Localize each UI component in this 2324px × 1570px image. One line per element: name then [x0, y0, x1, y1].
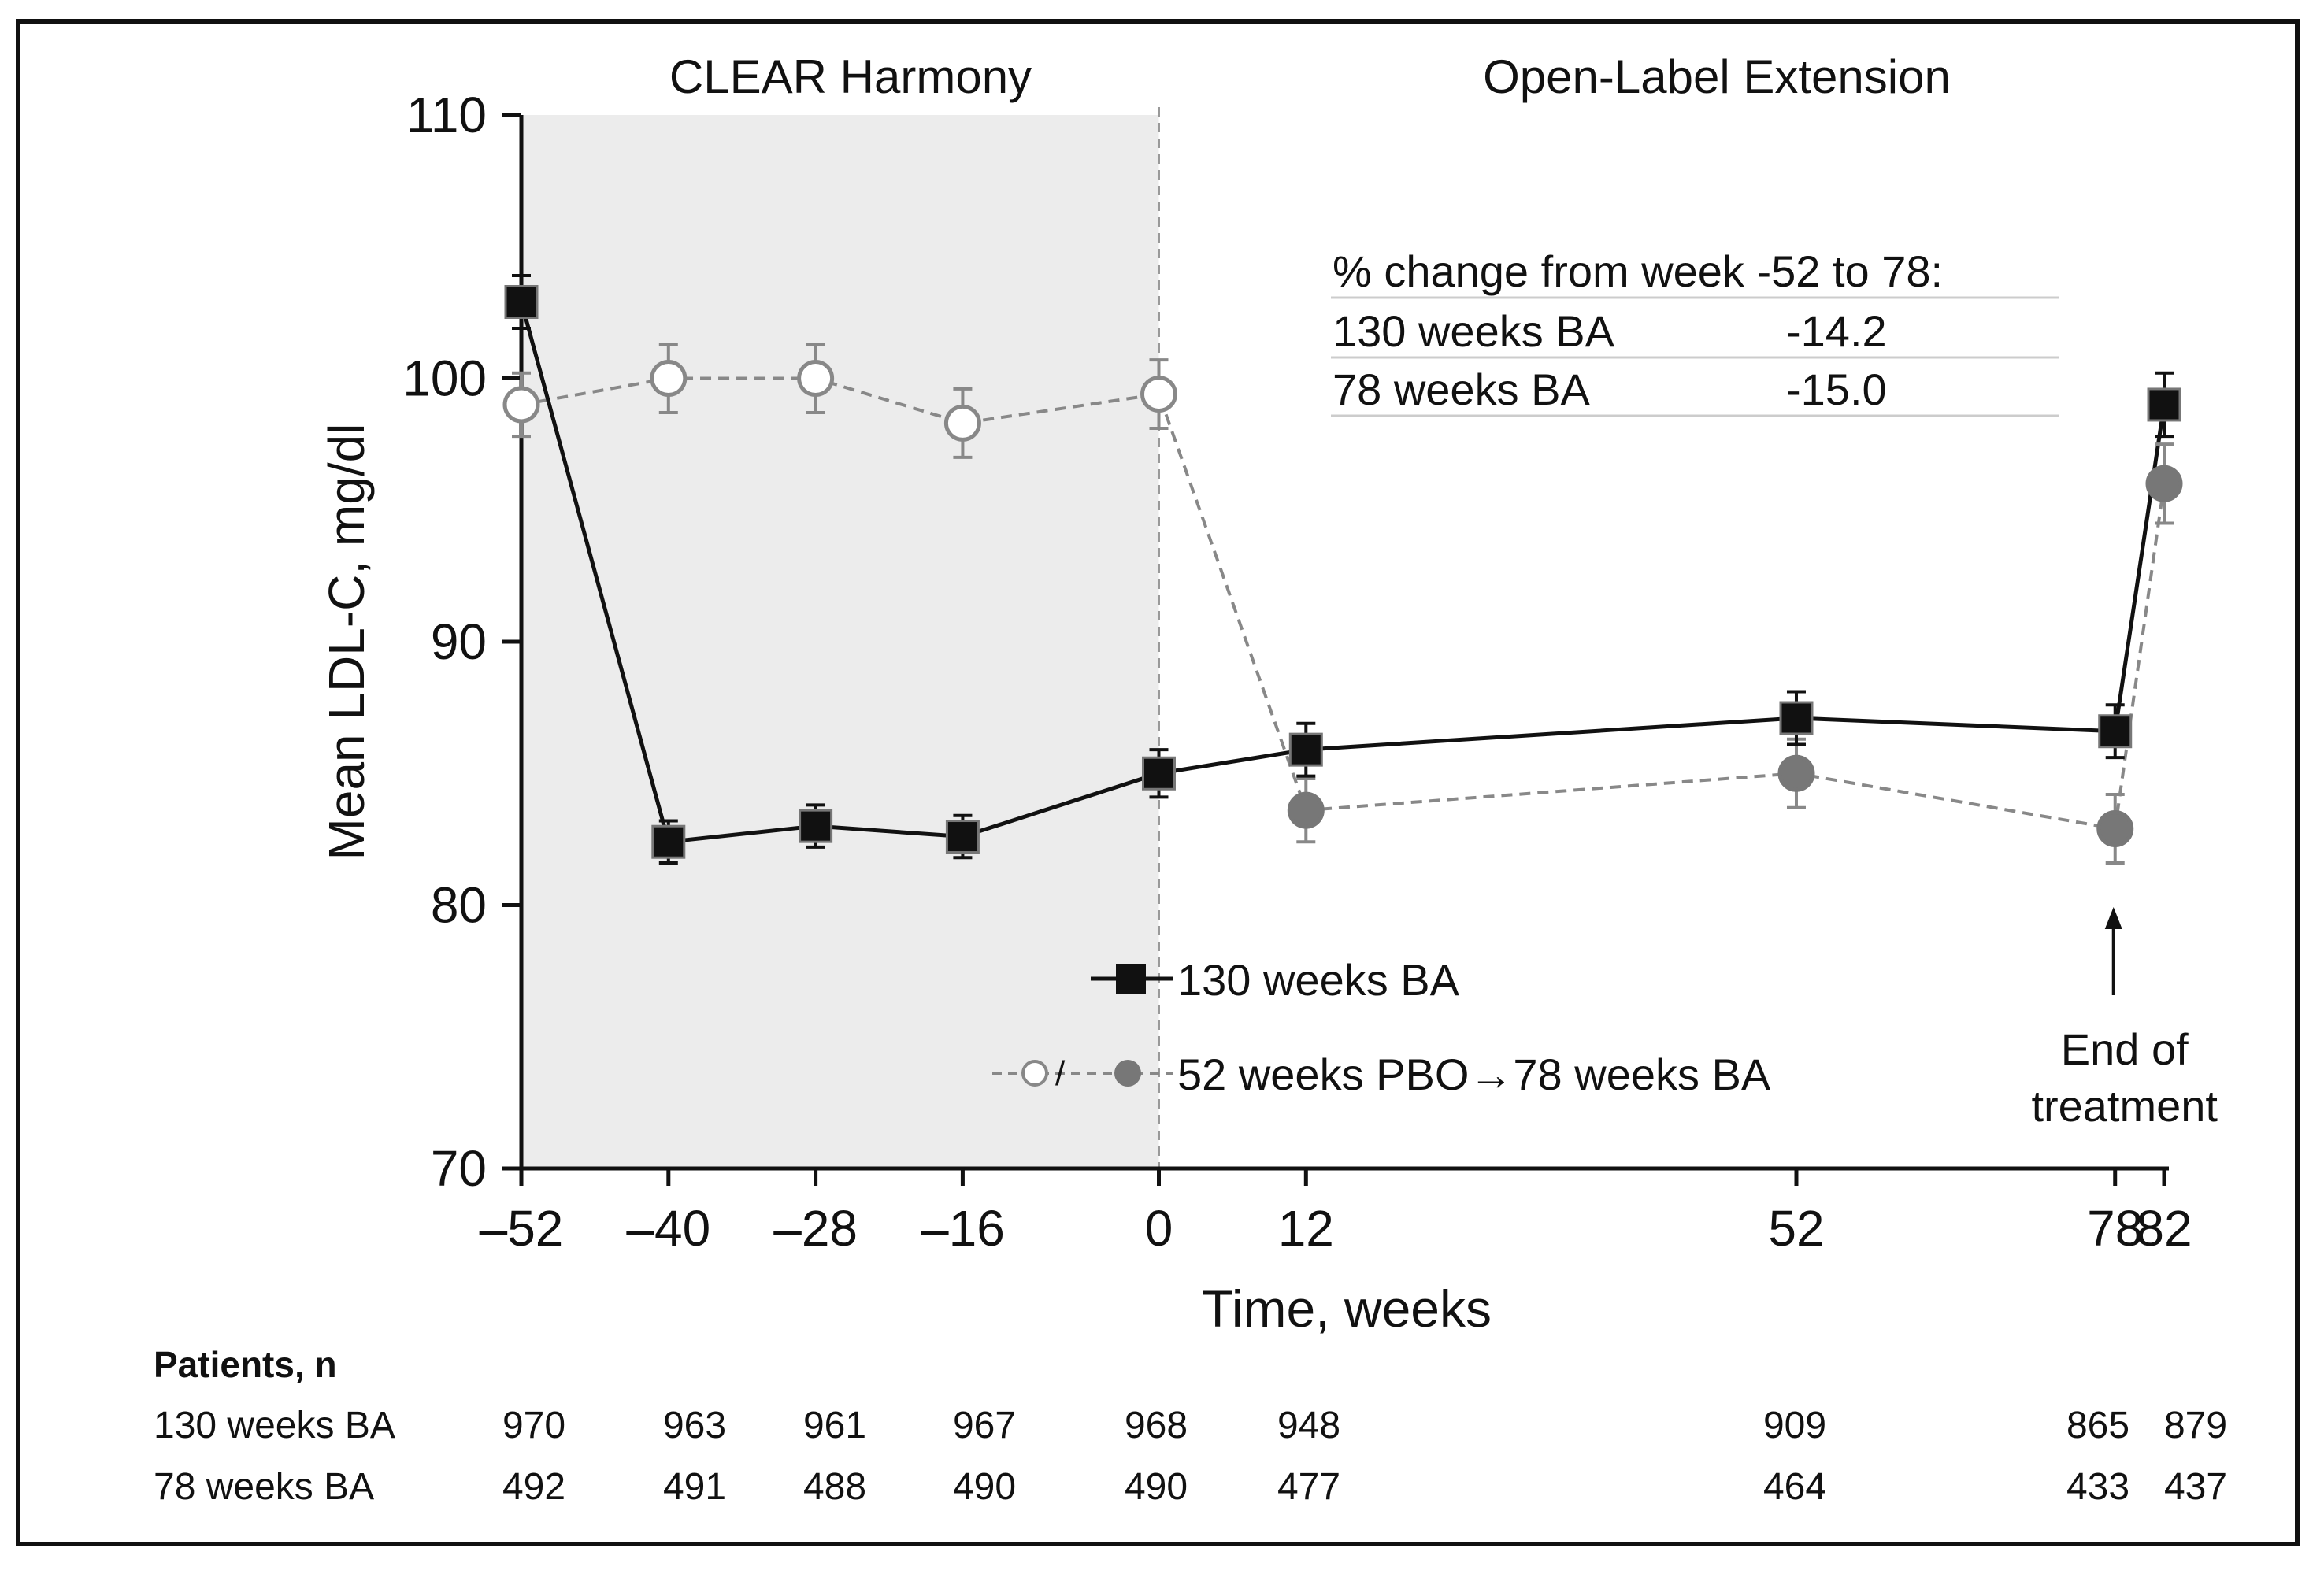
y-tick-label: 110	[406, 87, 487, 143]
inset-row-label: 130 weeks BA	[1333, 306, 1615, 356]
patients-count: 477	[1277, 1466, 1340, 1508]
inset-title: % change from week -52 to 78:	[1333, 246, 1943, 296]
patients-count: 948	[1277, 1405, 1340, 1446]
data-point-130-ba	[945, 820, 980, 854]
x-tick-label: –40	[626, 1200, 710, 1257]
patients-count: 970	[502, 1405, 565, 1446]
annotation-text-line2: treatment	[2031, 1081, 2218, 1131]
data-point-pbo-open	[650, 360, 688, 397]
annotation-text-line1: End of	[2061, 1024, 2189, 1074]
data-point-pbo-open	[797, 360, 835, 397]
data-point-130-ba	[651, 824, 686, 859]
legend-slash: /	[1055, 1054, 1066, 1093]
x-tick-label: –52	[480, 1200, 564, 1257]
data-point-ba-filled	[1287, 791, 1325, 829]
patients-count: 491	[663, 1466, 726, 1508]
patients-count: 492	[502, 1466, 565, 1508]
period-label: CLEAR Harmony	[669, 50, 1032, 103]
data-point-130-ba	[1141, 756, 1176, 791]
patients-count: 490	[1125, 1466, 1188, 1508]
y-axis-title: Mean LDL-C, mg/dl	[318, 424, 375, 861]
patients-count: 963	[663, 1405, 726, 1446]
data-point-130-ba	[1288, 732, 1323, 767]
legend-marker-pbo-open	[1021, 1060, 1048, 1087]
legend-marker-ba-filled	[1114, 1060, 1141, 1087]
y-tick-label: 100	[402, 350, 487, 407]
x-tick-label: 12	[1278, 1200, 1334, 1257]
period-label: Open-Label Extension	[1483, 50, 1951, 103]
x-axis-title: Time, weeks	[1202, 1279, 1492, 1338]
patients-count: 490	[953, 1466, 1016, 1508]
data-point-130-ba	[2098, 714, 2133, 749]
legend-label-130-ba: 130 weeks BA	[1177, 955, 1460, 1005]
data-point-130-ba	[504, 284, 539, 319]
data-point-ba-filled	[2096, 809, 2134, 847]
y-tick-label: 90	[431, 613, 487, 670]
patients-count: 961	[803, 1405, 866, 1446]
patients-count: 879	[2164, 1405, 2227, 1446]
legend-marker-130-ba	[1116, 964, 1146, 994]
inset-row-value: -14.2	[1786, 306, 1887, 356]
x-tick-label: 82	[2136, 1200, 2192, 1257]
patients-title: Patients, n	[154, 1344, 337, 1385]
legend-label-pbo-ba: 52 weeks PBO→78 weeks BA	[1177, 1050, 1771, 1099]
x-tick-label: 78	[2087, 1200, 2143, 1257]
patients-row-label: 78 weeks BA	[154, 1466, 374, 1508]
y-tick-label: 80	[431, 877, 487, 934]
patients-row-label: 130 weeks BA	[154, 1405, 395, 1446]
patients-count: 433	[2066, 1466, 2129, 1508]
data-point-pbo-open	[1140, 376, 1177, 413]
patients-count: 488	[803, 1466, 866, 1508]
patients-count: 865	[2066, 1405, 2129, 1446]
data-point-130-ba	[2147, 387, 2181, 422]
figure-frame	[16, 19, 2300, 1546]
data-point-ba-filled	[1777, 754, 1815, 792]
period-shade	[521, 115, 1159, 1168]
patients-count: 909	[1763, 1405, 1826, 1446]
series-line-pbo-ba	[521, 376, 2166, 831]
x-tick-label: 0	[1145, 1200, 1173, 1257]
data-point-130-ba	[1779, 701, 1814, 735]
data-point-130-ba	[799, 809, 833, 843]
patients-count: 437	[2164, 1466, 2227, 1508]
annotation-arrowhead	[2104, 907, 2122, 929]
patients-count: 968	[1125, 1405, 1188, 1446]
inset-row-value: -15.0	[1786, 365, 1887, 414]
data-point-pbo-open	[502, 386, 540, 424]
x-tick-label: 52	[1768, 1200, 1824, 1257]
patients-count: 967	[953, 1405, 1016, 1446]
data-point-pbo-open	[943, 404, 981, 442]
x-tick-label: –16	[921, 1200, 1005, 1257]
y-tick-label: 70	[431, 1140, 487, 1197]
inset-row-label: 78 weeks BA	[1333, 365, 1590, 414]
patients-count: 464	[1763, 1466, 1826, 1508]
x-tick-label: –28	[773, 1200, 858, 1257]
data-point-ba-filled	[2145, 465, 2183, 502]
